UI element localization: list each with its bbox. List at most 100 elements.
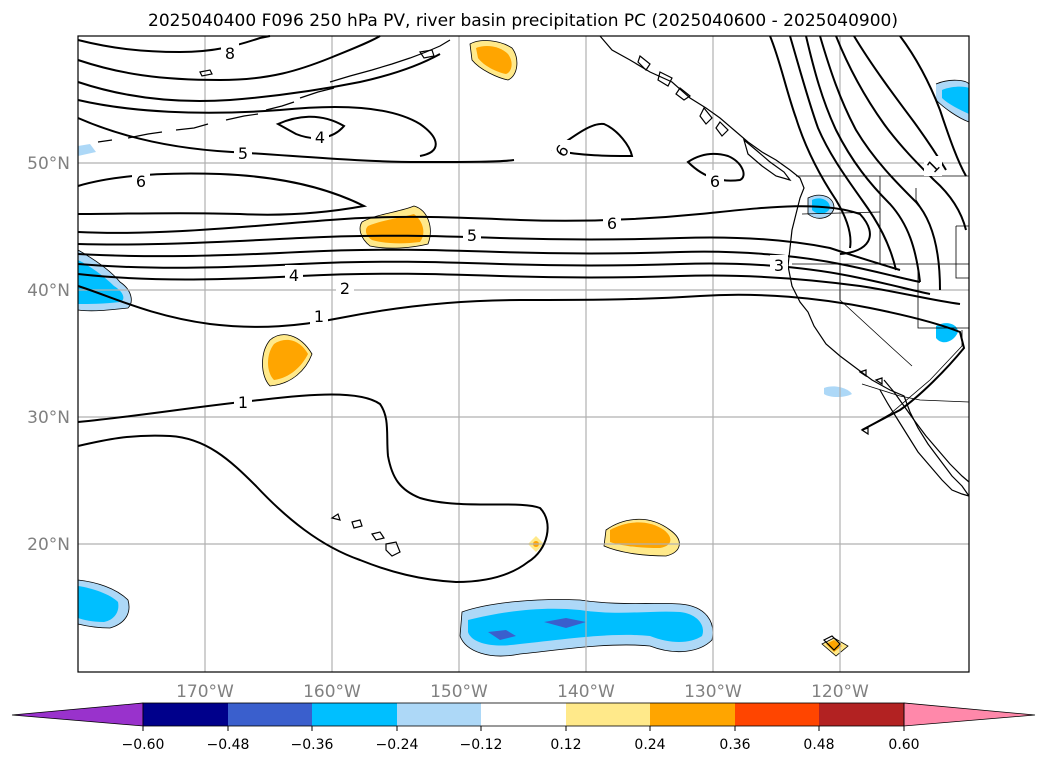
pv-contour [77, 248, 921, 283]
colorbar-tick-label: 0.24 [634, 737, 665, 753]
contour-label: 1 [314, 307, 324, 326]
precip-patch-outline [77, 249, 132, 312]
colorbar-tick-label: −0.12 [460, 737, 503, 753]
lat-label: 30°N [27, 408, 70, 428]
pv-contour [77, 117, 515, 164]
precip-patch-outline [359, 205, 431, 249]
contour-label-bg [234, 142, 252, 162]
precip-patch-negative [942, 86, 969, 114]
contour-label: 4 [315, 128, 325, 147]
colorbar-tick-label: −0.24 [376, 737, 419, 753]
coastline [199, 49, 435, 77]
precip-patch-outline [262, 334, 313, 387]
pv-contour [77, 234, 901, 271]
precip-patch-positive [610, 522, 671, 548]
coastline [329, 39, 451, 83]
colorbar-segment [566, 703, 650, 726]
precip-patch-outline [603, 518, 680, 557]
gridlines [78, 36, 969, 672]
colorbar-tick-labels: −0.60 −0.48 −0.36 −0.24 −0.12 0.12 0.24 … [122, 737, 920, 753]
colorbar-tick-label: −0.48 [207, 737, 250, 753]
colorbar-segment [735, 703, 819, 726]
coastline [822, 635, 841, 651]
precip-patch-outline [821, 637, 849, 657]
contour-label: 1 [238, 393, 248, 412]
colorbar-segment [481, 703, 566, 726]
precip-patch-negative [488, 630, 516, 640]
pv-contours [77, 35, 967, 584]
state-border [801, 211, 881, 215]
precip-patch-outline [459, 599, 714, 657]
lat-label: 20°N [27, 535, 70, 555]
lon-label: 170°W [176, 682, 234, 702]
precip-patch-positive [826, 640, 842, 652]
colorbar-segment [143, 703, 228, 726]
pv-contour [77, 35, 271, 54]
contour-label-bg [603, 213, 621, 233]
contour-label: 5 [238, 144, 248, 163]
contour-label-bg [706, 170, 724, 190]
precip-patch-negative [78, 260, 124, 304]
contour-label: 6 [607, 214, 617, 233]
lon-label: 140°W [557, 682, 615, 702]
precip-patch-negative [78, 586, 119, 622]
pv-contour [77, 205, 871, 255]
map-frame [77, 35, 970, 673]
pv-contour [805, 35, 921, 283]
colorbar-tick-label: 0.60 [888, 737, 919, 753]
contour-label-bg [132, 170, 150, 190]
pv-contour [77, 99, 437, 157]
coastline [883, 379, 970, 483]
contour-label: 3 [774, 256, 784, 275]
lat-label: 40°N [27, 281, 70, 301]
colorbar-frame [142, 702, 905, 727]
contour-label: 8 [225, 44, 235, 63]
colorbar-segment [228, 703, 312, 726]
precip-patch-positive [268, 339, 308, 380]
map-panel: 8 4 5 6 6 6 6 5 4 2 1 1 3 1 [77, 35, 970, 673]
colorbar-extend-high [903, 702, 1036, 727]
colorbar: −0.60 −0.48 −0.36 −0.24 −0.12 0.12 0.24 … [11, 702, 1036, 753]
pv-contour [551, 122, 634, 158]
pv-contour [77, 285, 966, 431]
lon-label: 120°W [811, 682, 869, 702]
coastline [742, 138, 792, 182]
pv-contour [275, 115, 346, 140]
lon-label: 130°W [684, 682, 742, 702]
colorbar-ticks [142, 726, 905, 731]
colorbar-tick-label: −0.60 [122, 737, 165, 753]
pv-contour [789, 35, 897, 271]
precip-patch-outline [935, 79, 970, 123]
colorbar-tick-label: −0.36 [291, 737, 334, 753]
contour-label-bg [221, 42, 239, 62]
contour-label-bg [336, 278, 354, 298]
colorbar-segment [397, 703, 481, 726]
colorbar-tick-label: 0.48 [803, 737, 834, 753]
state-border [839, 264, 913, 367]
pv-contour [835, 35, 967, 231]
pv-contour [769, 35, 852, 249]
longitude-labels: 170°W 160°W 150°W 140°W 130°W 120°W [176, 682, 869, 702]
contour-label-bg [463, 225, 481, 245]
pv-contour [77, 172, 368, 216]
coastline [97, 87, 335, 143]
colorbar-tick-label: 0.12 [550, 737, 581, 753]
contour-label: 2 [340, 279, 350, 298]
precip-patch-outline [77, 579, 130, 629]
contour-label-bg [770, 255, 788, 275]
pv-contour [819, 35, 941, 291]
pv-contour [77, 53, 441, 103]
contour-label-bg [285, 265, 303, 285]
country-border [861, 383, 970, 403]
precip-patch-negative [78, 144, 96, 156]
colorbar-segment [819, 703, 904, 726]
colorbar-tick-label: 0.36 [719, 737, 750, 753]
pv-contour [899, 35, 967, 177]
coastline [879, 389, 970, 497]
coastline [699, 106, 729, 137]
colorbar-extend-low [11, 702, 144, 727]
latitude-labels: 50°N 40°N 30°N 20°N [27, 154, 70, 555]
pv-contour [77, 393, 549, 584]
contour-labels: 8 4 5 6 6 6 6 5 4 2 1 1 3 1 [132, 42, 944, 412]
